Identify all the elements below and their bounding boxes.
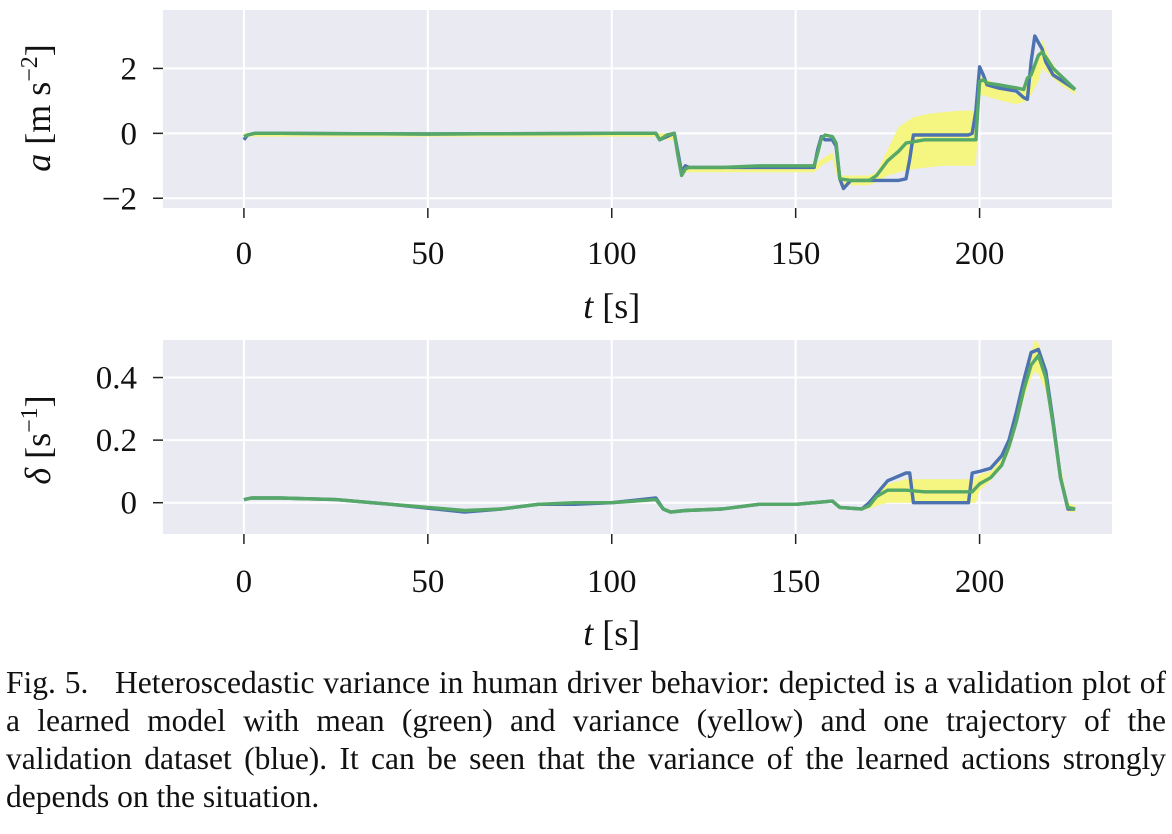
y-tick-label: 0.4 <box>96 361 137 397</box>
y-tick-label: 0.2 <box>96 423 137 459</box>
caption-text: Heteroscedastic variance in human driver… <box>6 665 1167 814</box>
y-axis-label: δ [s−1] <box>17 395 58 484</box>
x-tick-label: 200 <box>955 564 1005 600</box>
plot-background <box>163 10 1112 208</box>
chart-panel-2: 0 50 100 150 200 0 0.2 0.4 δ [s−1] t [s] <box>17 340 1112 653</box>
x-axis-label: t [s] <box>583 286 640 326</box>
x-tick-label: 0 <box>236 564 253 600</box>
x-tick-label: 50 <box>411 564 444 600</box>
x-tick-label: 50 <box>411 236 444 272</box>
x-tick-label: 100 <box>587 564 637 600</box>
variance-band <box>861 340 1076 513</box>
y-tick-label: 0 <box>121 116 138 152</box>
figure: 0 50 100 150 200 −2 0 2 a [m s−2] t [s] 0 50 100 150 2… <box>17 10 1112 653</box>
y-tick-label: −2 <box>102 181 137 217</box>
x-axis-label: t [s] <box>583 613 640 653</box>
x-tick-label: 150 <box>771 236 821 272</box>
y-tick-label: 2 <box>121 51 138 87</box>
mean-line <box>243 50 1077 183</box>
y-tick-label: 0 <box>121 486 138 522</box>
y-axis-label: a [m s−2] <box>17 44 58 172</box>
x-tick-label: 0 <box>236 236 253 272</box>
plot-background <box>163 340 1112 534</box>
x-tick-label: 150 <box>771 564 821 600</box>
plot-area <box>242 34 1077 191</box>
x-tick-label: 100 <box>587 236 637 272</box>
figure-caption: Fig. 5. Heteroscedastic variance in huma… <box>6 664 1166 816</box>
mean-line <box>243 353 1076 514</box>
caption-label: Fig. 5. <box>6 665 89 700</box>
chart-panel-1: 0 50 100 150 200 −2 0 2 a [m s−2] t [s] <box>17 10 1112 326</box>
x-tick-label: 200 <box>955 236 1005 272</box>
plot-area <box>243 340 1076 514</box>
